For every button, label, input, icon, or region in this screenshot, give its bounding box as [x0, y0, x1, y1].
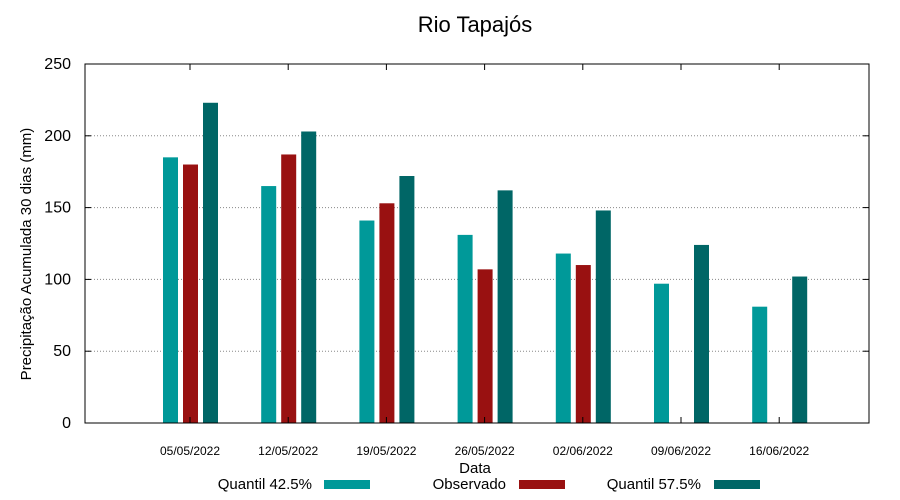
bar-quantil-42-5-2: [261, 186, 277, 423]
bar-quantil-42-5-5: [555, 253, 571, 423]
y-axis-ticks: 0 50 100 150 200 250: [44, 56, 869, 432]
x-tick-label: 26/05/2022: [455, 444, 515, 458]
y-tick-label: 50: [53, 343, 71, 360]
y-tick-label: 250: [44, 56, 71, 73]
legend-swatch-observado: [519, 480, 565, 489]
bar-observado-4: [477, 269, 493, 423]
x-tick-label: 09/06/2022: [651, 444, 711, 458]
legend-label-quantil-57-5: Quantil 57.5%: [607, 476, 701, 493]
bar-quantil-42-5-1: [163, 157, 178, 423]
x-axis-label: Data: [459, 460, 491, 477]
bar-quantil-57-5-4: [497, 190, 513, 423]
y-tick-label: 200: [44, 128, 71, 145]
bar-observado-2: [281, 154, 297, 423]
legend-label-observado: Observado: [433, 476, 506, 493]
x-tick-label: 19/05/2022: [356, 444, 416, 458]
x-tick-label: 12/05/2022: [258, 444, 318, 458]
x-axis-ticks: 05/05/2022 12/05/2022 19/05/2022 26/05/2022…: [160, 64, 810, 458]
bar-quantil-57-5-5: [595, 210, 611, 423]
y-tick-label: 150: [44, 200, 71, 217]
plot-frame: [84, 63, 870, 424]
bar-quantil-57-5-1: [203, 102, 218, 423]
gridlines: [85, 135, 869, 352]
bar-observado-1: [183, 164, 198, 423]
bar-quantil-42-5-3: [359, 220, 375, 423]
x-tick-label: 02/06/2022: [553, 444, 613, 458]
bar-quantil-42-5-7: [752, 306, 768, 423]
legend-swatch-quantil-57-5: [714, 480, 760, 489]
y-tick-label: 0: [62, 415, 71, 432]
chart-title: Rio Tapajós: [418, 12, 533, 37]
bar-quantil-42-5-4: [457, 234, 473, 423]
legend-label-quantil-42-5: Quantil 42.5%: [218, 476, 312, 493]
bar-quantil-57-5-7: [792, 276, 808, 423]
legend: Quantil 42.5% Observado Quantil 57.5%: [218, 476, 760, 493]
bar-quantil-57-5-3: [399, 176, 415, 423]
bar-quantil-57-5-2: [301, 131, 317, 423]
legend-swatch-quantil-42-5: [324, 480, 370, 489]
bar-quantil-42-5-6: [654, 283, 669, 423]
bar-observado-3: [379, 203, 395, 423]
y-tick-label: 100: [44, 271, 71, 288]
bar-quantil-57-5-6: [694, 244, 709, 423]
bars: [163, 102, 808, 423]
bar-observado-5: [575, 265, 591, 423]
x-tick-label: 16/06/2022: [749, 444, 809, 458]
y-axis-label: Precipitação Acumulada 30 dias (mm): [18, 128, 35, 381]
x-tick-label: 05/05/2022: [160, 444, 220, 458]
